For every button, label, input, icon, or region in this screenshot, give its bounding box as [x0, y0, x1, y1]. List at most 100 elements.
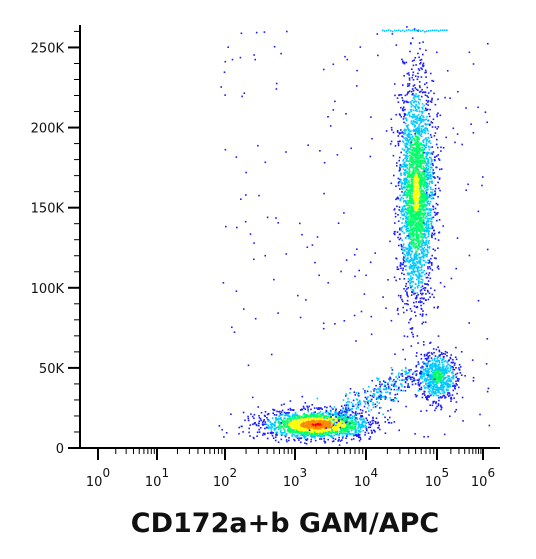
- scatter-point: [373, 429, 376, 432]
- scatter-point: [418, 42, 421, 44]
- scatter-point: [415, 265, 417, 267]
- scatter-point: [303, 435, 306, 437]
- scatter-point: [441, 368, 443, 371]
- scatter-point: [452, 366, 455, 369]
- scatter-point: [341, 432, 343, 435]
- scatter-point: [429, 392, 431, 395]
- scatter-point: [303, 428, 306, 431]
- scatter-point: [413, 126, 416, 128]
- scatter-point: [422, 165, 425, 168]
- scatter-point: [410, 183, 413, 186]
- scatter-point: [420, 184, 422, 186]
- scatter-point: [402, 263, 404, 266]
- scatter-point: [402, 99, 404, 102]
- scatter-point: [319, 423, 321, 426]
- scatter-point: [400, 184, 403, 187]
- scatter-point: [429, 385, 431, 388]
- scatter-point: [431, 225, 433, 228]
- scatter-point: [442, 376, 444, 378]
- scatter-point: [401, 131, 404, 133]
- scatter-point: [423, 181, 426, 183]
- scatter-point: [422, 201, 425, 203]
- scatter-point: [270, 423, 272, 426]
- scatter-point: [390, 126, 393, 129]
- scatter-point: [418, 198, 421, 201]
- scatter-point: [274, 421, 277, 424]
- scatter-point: [276, 410, 278, 413]
- scatter-point: [421, 281, 423, 283]
- scatter-point: [405, 165, 408, 167]
- scatter-point: [407, 155, 409, 158]
- scatter-point: [408, 211, 410, 214]
- scatter-point: [408, 204, 410, 207]
- scatter-point: [404, 172, 406, 174]
- scatter-point: [387, 421, 390, 424]
- scatter-point: [403, 288, 405, 290]
- scatter-point: [310, 408, 312, 411]
- scatter-point: [293, 431, 295, 433]
- scatter-point: [423, 201, 426, 203]
- scatter-point: [421, 377, 423, 380]
- scatter-point: [398, 140, 401, 143]
- scatter-point: [427, 212, 430, 215]
- scatter-point: [308, 423, 311, 425]
- scatter-point: [437, 335, 440, 337]
- scatter-point: [409, 193, 412, 196]
- scatter-point: [362, 424, 364, 427]
- scatter-point: [431, 194, 433, 196]
- scatter-point: [407, 201, 409, 204]
- scatter-point: [299, 409, 302, 411]
- scatter-point: [412, 153, 415, 156]
- scatter-point: [402, 118, 405, 120]
- scatter-point: [420, 121, 423, 123]
- scatter-point: [332, 437, 335, 440]
- scatter-point: [436, 115, 439, 118]
- scatter-point: [422, 108, 424, 110]
- scatter-point: [411, 136, 414, 138]
- scatter-point: [286, 421, 289, 423]
- scatter-point: [418, 256, 420, 259]
- scatter-point: [357, 433, 359, 435]
- scatter-point: [286, 426, 288, 428]
- scatter-point: [431, 254, 433, 257]
- scatter-point: [414, 201, 417, 204]
- scatter-point: [258, 417, 261, 419]
- scatter-point: [403, 154, 405, 156]
- scatter-point: [403, 250, 406, 252]
- scatter-point: [414, 160, 417, 163]
- scatter-point: [408, 111, 411, 114]
- scatter-point: [420, 202, 422, 205]
- scatter-point: [285, 426, 288, 428]
- scatter-point: [354, 425, 356, 428]
- scatter-point: [342, 428, 345, 430]
- scatter-point: [406, 229, 409, 232]
- scatter-point: [406, 235, 408, 237]
- scatter-point: [300, 429, 303, 432]
- scatter-point: [419, 281, 422, 283]
- scatter-point: [443, 356, 445, 358]
- scatter-point: [425, 199, 427, 202]
- scatter-point: [412, 172, 414, 174]
- scatter-point: [311, 432, 313, 435]
- scatter-point: [424, 273, 426, 276]
- scatter-point: [425, 146, 428, 149]
- scatter-point: [346, 434, 348, 436]
- scatter-point: [422, 148, 424, 150]
- scatter-point: [281, 432, 283, 434]
- scatter-point: [422, 64, 424, 66]
- scatter-point: [331, 435, 333, 438]
- scatter-point: [411, 189, 414, 191]
- scatter-point: [404, 173, 406, 176]
- scatter-point: [305, 414, 307, 416]
- scatter-point: [429, 277, 432, 280]
- scatter-point: [412, 269, 415, 272]
- scatter-point: [321, 416, 324, 419]
- scatter-point: [316, 422, 318, 424]
- scatter-point: [426, 283, 429, 285]
- scatter-point: [425, 49, 427, 52]
- scatter-point: [405, 143, 408, 145]
- scatter-point: [407, 257, 409, 259]
- scatter-point: [425, 261, 427, 263]
- scatter-point: [377, 426, 380, 429]
- scatter-point: [412, 144, 414, 146]
